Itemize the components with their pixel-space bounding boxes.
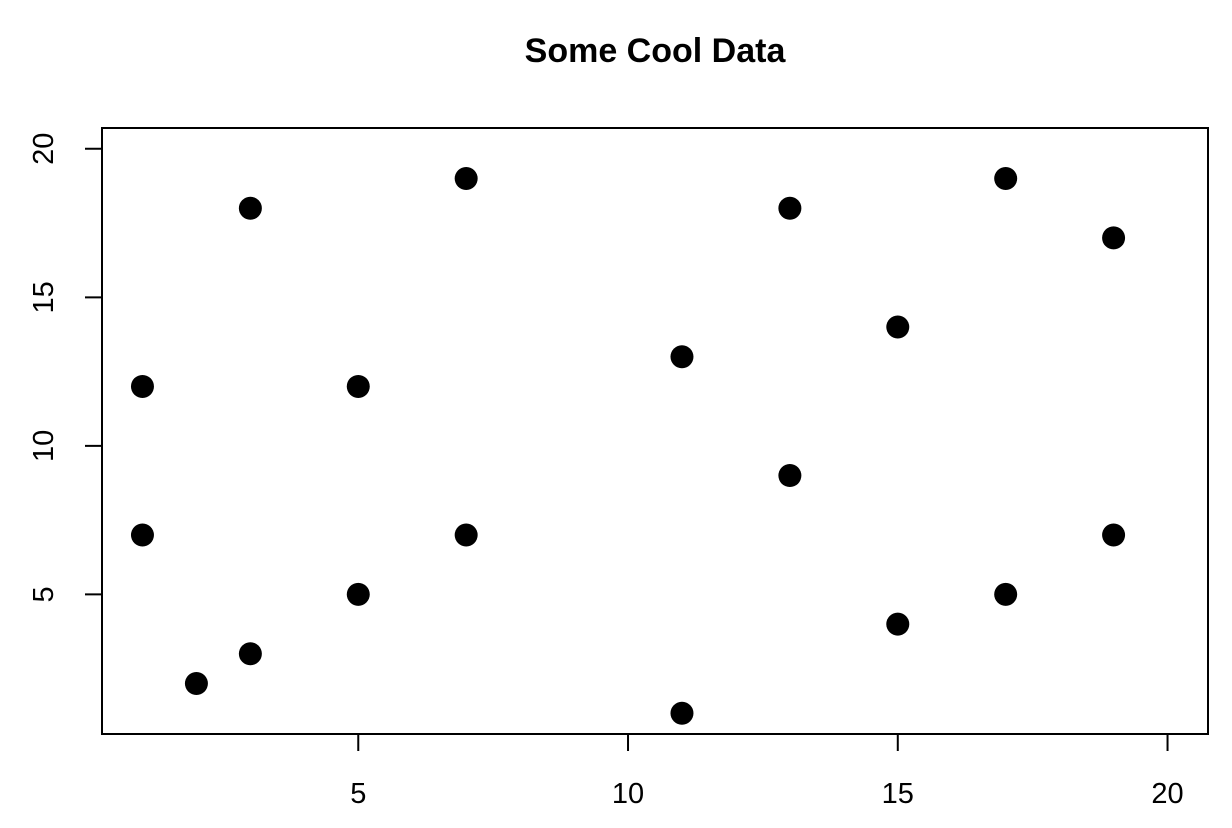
data-point [346, 582, 370, 606]
data-point [130, 523, 154, 547]
y-tick-label: 15 [28, 281, 60, 313]
data-point [778, 196, 802, 220]
x-tick-label: 10 [612, 778, 644, 810]
data-point [238, 196, 262, 220]
y-tick-label: 5 [28, 586, 60, 602]
data-point [1102, 523, 1126, 547]
x-tick-label: 15 [882, 778, 914, 810]
data-point [454, 523, 478, 547]
data-point [886, 612, 910, 636]
chart-title: Some Cool Data [525, 32, 787, 70]
x-tick-label: 20 [1151, 778, 1183, 810]
data-point [1102, 226, 1126, 250]
x-axis: 5 10 15 20 [350, 733, 1184, 810]
plot-frame [101, 127, 1209, 735]
data-point [994, 167, 1018, 190]
data-point [454, 167, 478, 190]
data-point [346, 374, 370, 398]
data-point [994, 582, 1018, 606]
data-point [238, 642, 262, 666]
x-tick-label: 5 [350, 778, 366, 810]
data-point [130, 374, 154, 398]
y-tick-label: 10 [28, 430, 60, 462]
y-axis: 5 10 15 20 [28, 133, 103, 602]
data-point [886, 315, 910, 339]
data-point [184, 672, 208, 695]
data-point [670, 701, 694, 725]
data-points [130, 167, 1126, 725]
data-point [778, 464, 802, 488]
y-tick-label: 20 [28, 133, 60, 165]
data-point [670, 345, 694, 369]
